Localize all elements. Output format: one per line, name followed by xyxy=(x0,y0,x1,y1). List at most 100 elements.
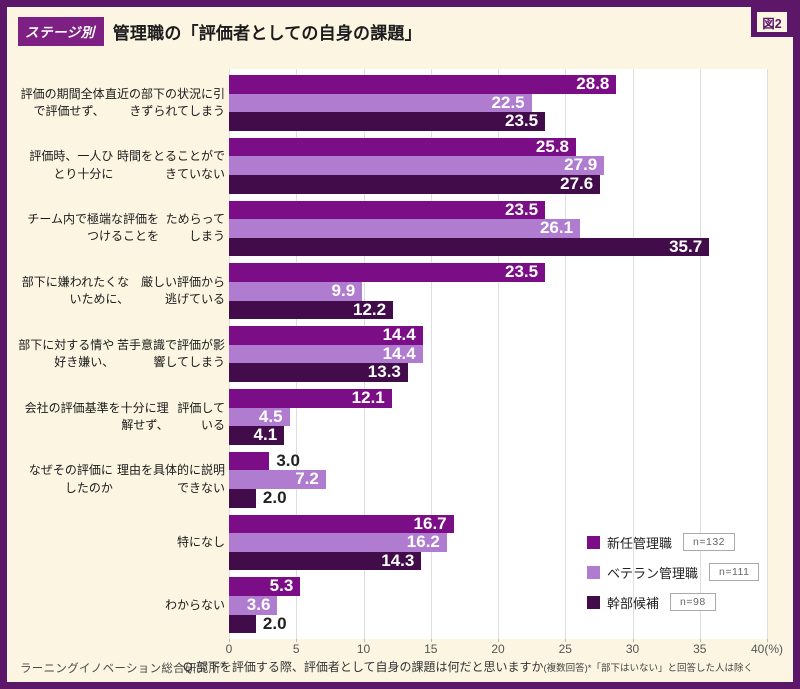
source-credit: ラーニングイノベーション総合研究所® xyxy=(20,662,226,675)
category-label: 評価時、一人ひとり十分に 時間をとることができていない xyxy=(29,149,225,181)
value-label: 27.9 xyxy=(564,155,598,175)
value-label: 14.3 xyxy=(381,550,415,570)
bar-row: 14.3 xyxy=(229,550,767,571)
bar-row: 23.5 xyxy=(229,200,767,220)
category-label: 評価の期間全体で評価せず、 直近の部下の状況に引きずられてしまう xyxy=(20,86,225,118)
bar-row: 12.1 xyxy=(229,388,767,408)
bar-新任管理職 xyxy=(229,514,454,534)
chart-header: ステージ別 管理職の「評価者としての自身の課題」 xyxy=(18,17,422,46)
bar-row: 3.0 xyxy=(229,451,767,471)
axis-tick-mark xyxy=(632,639,634,642)
value-label: 25.8 xyxy=(535,136,570,156)
bar-row: 23.5 xyxy=(229,112,767,131)
value-label: 2.0 xyxy=(262,488,287,507)
bar-row: 27.9 xyxy=(229,156,767,175)
bar-幹部候補 xyxy=(229,112,546,131)
bar-幹部候補 xyxy=(229,551,422,571)
bar-row: 5.3 xyxy=(229,577,767,596)
bar-新任管理職 xyxy=(229,137,576,157)
bar-ベテラン管理職 xyxy=(229,533,447,552)
category-label: 会社の評価基準を十分に理解せず、 評価している xyxy=(24,400,225,432)
bar-新任管理職 xyxy=(229,577,301,596)
axis-tick-mark xyxy=(767,639,768,642)
bar-row: 9.9 xyxy=(229,281,767,301)
bar-row: 26.1 xyxy=(229,219,767,238)
bar-新任管理職 xyxy=(229,75,617,94)
bar-row: 35.7 xyxy=(229,236,767,257)
bar-ベテラン管理職 xyxy=(229,407,290,427)
value-label: 27.6 xyxy=(560,174,594,193)
bar-ベテラン管理職 xyxy=(229,282,363,301)
bar-幹部候補 xyxy=(229,300,394,320)
value-label: 3.6 xyxy=(246,595,271,614)
legend: 新任管理職 n=132 ベテラン管理職 n=111 幹部候補 n=98 xyxy=(587,527,760,617)
value-label: 4.5 xyxy=(258,406,283,426)
bar-新任管理職 xyxy=(229,200,546,220)
bar-row: 7.2 xyxy=(229,470,767,489)
value-label: 2.0 xyxy=(262,613,287,633)
category-label: チーム内で極端な評価をつけることを ためらってしまう xyxy=(27,212,225,244)
gridline xyxy=(632,69,634,639)
value-label: 7.2 xyxy=(295,469,319,489)
bar-row: 25.8 xyxy=(229,136,767,157)
x-axis: 0 5 10 15 20 25 30 35 40(%) xyxy=(225,639,783,657)
axis-tick-mark xyxy=(296,639,298,642)
gridline xyxy=(498,69,499,639)
legend-row: 新任管理職 n=132 xyxy=(587,527,759,557)
value-label: 23.5 xyxy=(504,111,539,131)
value-label: 22.5 xyxy=(491,92,525,112)
gridline xyxy=(767,69,768,639)
bar-幹部候補 xyxy=(229,237,710,257)
axis-tick-mark xyxy=(699,639,701,642)
bar-row: 2.0 xyxy=(229,613,767,634)
stage-badge: ステージ別 xyxy=(18,17,104,46)
bar-ベテラン管理職 xyxy=(229,344,423,364)
bar-row: 2.0 xyxy=(229,488,767,508)
legend-series-label: 幹部候補 xyxy=(607,595,660,611)
legend-swatch xyxy=(587,565,600,579)
bar-row: 12.2 xyxy=(229,299,767,320)
value-label: 14.4 xyxy=(382,325,416,345)
category-label: なぜその評価にしたのか 理由を具体的に説明できない xyxy=(28,463,225,495)
bar-新任管理職 xyxy=(229,263,546,282)
legend-row: ベテラン管理職 n=111 xyxy=(587,557,760,587)
bar-幹部候補 xyxy=(229,175,601,194)
axis-tick-mark xyxy=(498,639,499,642)
legend-sample-size: n=98 xyxy=(670,593,716,611)
bar-ベテラン管理職 xyxy=(229,596,278,615)
value-label: 28.8 xyxy=(576,74,610,93)
value-label: 12.2 xyxy=(353,299,387,319)
legend-swatch xyxy=(587,595,600,609)
value-label: 16.2 xyxy=(406,532,440,552)
bar-row: 16.2 xyxy=(229,533,767,552)
value-label: 35.7 xyxy=(669,236,703,256)
value-label: 26.1 xyxy=(539,218,574,238)
value-label: 13.3 xyxy=(367,362,401,382)
legend-swatch xyxy=(587,535,600,549)
registered-mark: ® xyxy=(220,662,226,670)
axis-tick-mark xyxy=(363,639,365,642)
axis-tick-mark xyxy=(565,639,567,642)
bar-幹部候補 xyxy=(229,426,285,445)
axis-tick-label: 20 xyxy=(491,642,505,656)
bar-row: 14.4 xyxy=(229,343,767,364)
bar-row: 28.8 xyxy=(229,74,767,94)
axis-tick-label: 30 xyxy=(625,642,640,656)
bar-row: 4.5 xyxy=(229,406,767,427)
figure-number-label: 図2 xyxy=(757,12,787,32)
bar-幹部候補 xyxy=(229,614,256,634)
axis-tick-label: 40(%) xyxy=(750,642,784,656)
bar-幹部候補 xyxy=(229,363,408,382)
axis-tick-label: 0 xyxy=(225,642,233,656)
bar-幹部候補 xyxy=(229,489,256,508)
bar-chart-plot-area: 28.8 22.5 23.5 25.8 27.9 27.6 23.5 26.1 35.7 23.5… xyxy=(229,69,768,639)
bar-row: 3.6 xyxy=(229,595,767,615)
figure-number-tab: 図2 xyxy=(751,7,793,37)
page-title: 管理職の「評価者としての自身の課題」 xyxy=(112,24,422,43)
category-label: わからない xyxy=(164,597,225,612)
value-label: 14.4 xyxy=(382,343,416,363)
legend-series-label: 新任管理職 xyxy=(607,535,673,551)
bar-row: 14.4 xyxy=(229,326,767,345)
bar-ベテラン管理職 xyxy=(229,470,326,489)
